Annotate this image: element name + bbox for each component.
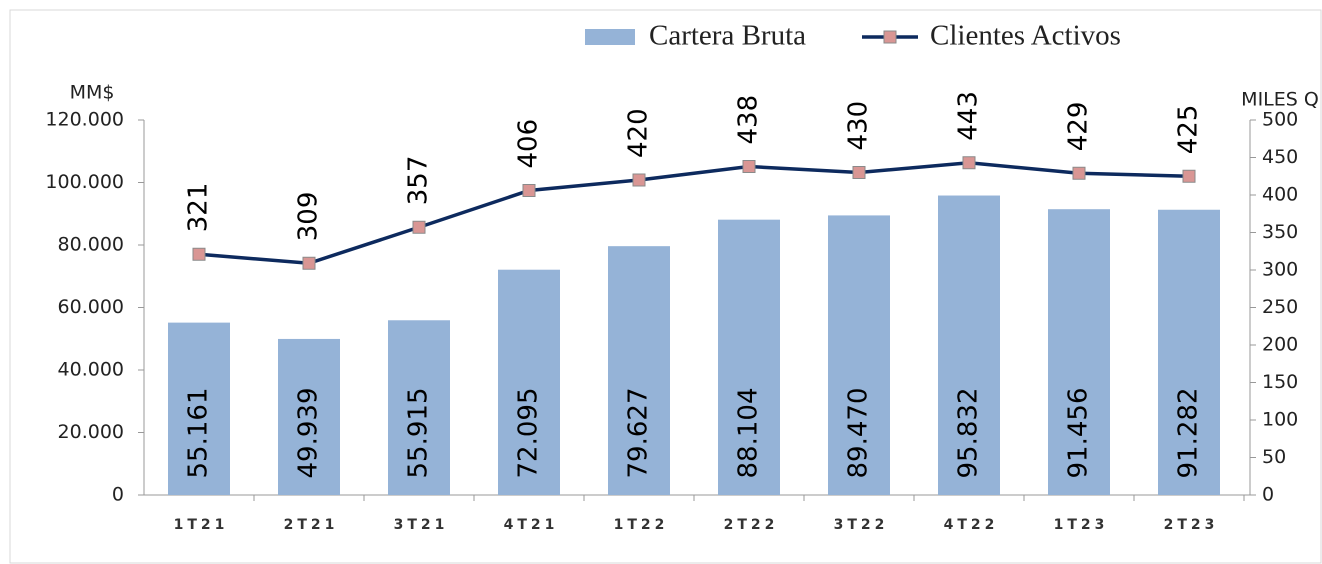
x-tick-label: 4T21 — [504, 517, 559, 533]
y-tick-label: 120.000 — [45, 109, 124, 131]
line-value-label: 420 — [624, 108, 654, 158]
x-tick-label: 4T22 — [944, 517, 999, 533]
y2-tick-label: 500 — [1262, 109, 1298, 131]
line-value-label: 430 — [844, 101, 874, 151]
bar — [1048, 209, 1110, 495]
legend-label: Cartera Bruta — [649, 20, 806, 52]
bar — [278, 338, 340, 495]
bar — [828, 215, 890, 495]
x-tick-label: 2T23 — [1164, 517, 1219, 533]
x-tick-label: 1T21 — [174, 517, 229, 533]
y-tick-label: 80.000 — [58, 234, 124, 256]
bar — [608, 246, 670, 495]
bar-value-label: 89.470 — [844, 388, 874, 479]
line — [198, 160, 1190, 266]
bar-value-label: 49.939 — [294, 388, 324, 479]
y2-tick-label: 250 — [1262, 296, 1298, 318]
y2-tick-label: 200 — [1262, 334, 1298, 356]
bar-value-label: 72.095 — [514, 388, 544, 479]
line-value-label: 309 — [294, 192, 324, 242]
bar — [938, 195, 1000, 495]
line-value-label: 443 — [954, 91, 984, 141]
y-tick-label: 60.000 — [58, 296, 124, 318]
frame — [9, 9, 1322, 564]
legend-label: Clientes Activos — [930, 20, 1121, 52]
x-tick-label: 2T21 — [284, 517, 339, 533]
bar — [498, 269, 560, 495]
line-marker — [852, 166, 866, 179]
legend-marker — [883, 30, 897, 44]
bar-value-label: 91.456 — [1064, 388, 1094, 479]
line-marker — [412, 220, 426, 234]
bar-value-label: 79.627 — [624, 388, 654, 479]
line-value-label: 438 — [734, 95, 764, 145]
line-value-label: 429 — [1064, 102, 1094, 152]
line-marker — [192, 247, 206, 261]
bar — [168, 322, 230, 495]
bar — [1158, 209, 1220, 495]
y2-tick-label: 400 — [1262, 184, 1298, 206]
y-tick-label: 100.000 — [45, 171, 124, 193]
y2-tick-label: 150 — [1262, 371, 1298, 393]
bar-value-label: 88.104 — [734, 388, 764, 479]
bar-value-label: 55.161 — [184, 388, 214, 479]
line-value-label: 357 — [404, 156, 434, 206]
y2-axis-label: MILES Q — [1241, 89, 1319, 111]
y2-tick-label: 100 — [1262, 409, 1298, 431]
bar — [388, 320, 450, 495]
y2-tick-label: 350 — [1262, 221, 1298, 243]
bar — [718, 219, 780, 496]
y-tick-label: 40.000 — [58, 359, 124, 381]
y-tick-label: 0 — [112, 484, 124, 506]
line-marker — [742, 160, 756, 173]
x-tick-label: 3T21 — [394, 517, 449, 533]
x-tick-label: 1T22 — [614, 517, 669, 533]
y-axis-label: MM$ — [70, 82, 115, 104]
bar-value-label: 91.282 — [1174, 388, 1204, 479]
line-marker — [522, 184, 536, 197]
line-marker — [302, 256, 316, 270]
line-marker — [1072, 166, 1086, 180]
bar-value-label: 55.915 — [404, 388, 434, 479]
line-value-label: 321 — [184, 183, 214, 233]
y2-tick-label: 50 — [1262, 446, 1286, 468]
y2-tick-label: 300 — [1262, 259, 1298, 281]
x-tick-label: 3T22 — [834, 517, 889, 533]
line-marker — [1182, 169, 1196, 183]
y-tick-label: 20.000 — [58, 421, 124, 443]
x-tick-label: 1T23 — [1054, 517, 1109, 533]
line-marker — [632, 173, 646, 187]
legend-swatch — [585, 29, 635, 45]
line-value-label: 406 — [514, 119, 544, 169]
x-tick-label: 2T22 — [724, 517, 779, 533]
y2-tick-label: 0 — [1262, 484, 1274, 506]
y2-tick-label: 450 — [1262, 146, 1298, 168]
line-marker — [962, 156, 976, 170]
line-value-label: 425 — [1174, 105, 1204, 155]
bar-value-label: 95.832 — [954, 388, 984, 479]
